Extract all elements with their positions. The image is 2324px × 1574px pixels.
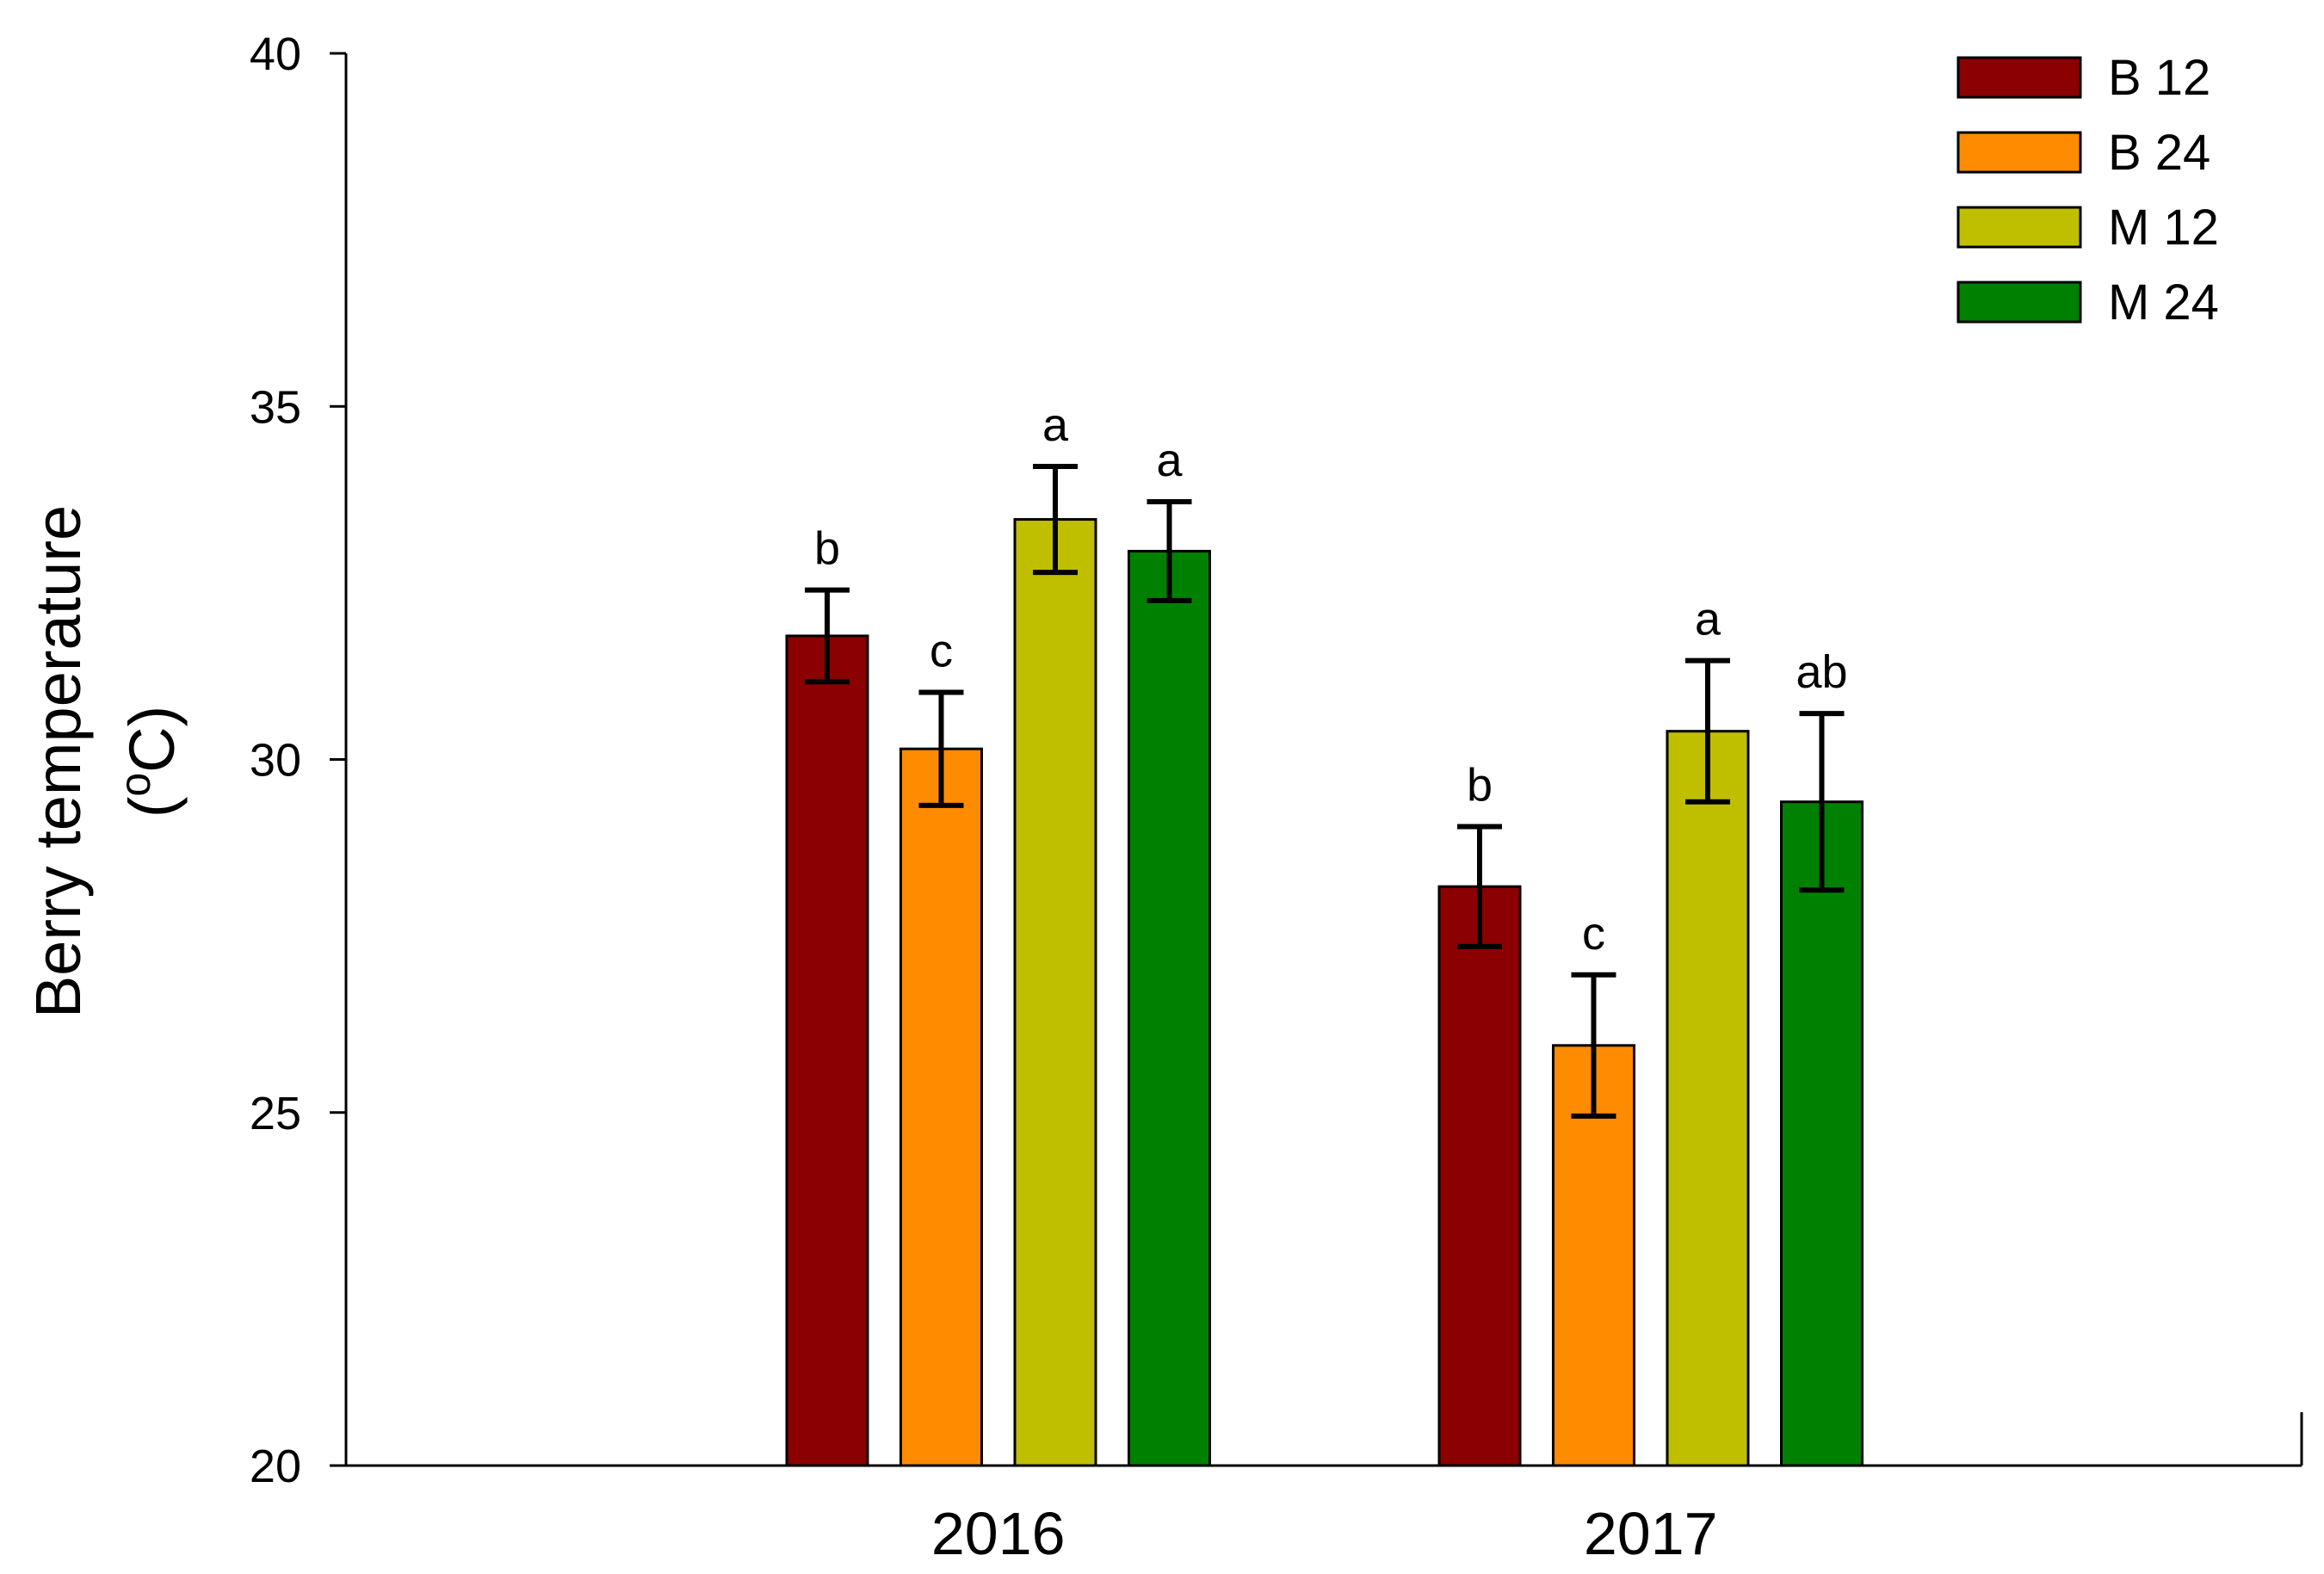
legend-swatch-m12: [1956, 206, 2082, 249]
bars: [785, 518, 1864, 1467]
sig-letter-2017-b12: b: [1467, 759, 1493, 811]
y-ticks: 20 25 30 35 40: [250, 28, 346, 1492]
y-axis-unit: (oC): [111, 706, 188, 818]
y-axis-unit-superscript: o: [111, 773, 159, 797]
legend-label-b24: B 24: [2108, 125, 2210, 181]
axes: [344, 53, 2303, 1467]
bar-2016-m12: [1013, 518, 1097, 1467]
y-axis-title: Berry temperature: [22, 505, 94, 1018]
error-bar-2017-m24: [1799, 711, 1845, 893]
sig-letter-2016-b12: b: [814, 523, 840, 575]
error-bar-2016-b12: [805, 587, 850, 685]
bar-2017-m12: [1666, 730, 1750, 1467]
x-category-labels: 2016 2017: [931, 1500, 1718, 1567]
bar-2017-m24: [1780, 800, 1864, 1467]
legend-swatch-m24: [1956, 281, 2082, 324]
legend-swatch-b24: [1956, 131, 2082, 174]
bar-2016-m24: [1128, 549, 1211, 1467]
legend-label-m12: M 12: [2108, 200, 2219, 256]
legend-item-b12: B 12: [1956, 50, 2210, 106]
legend: B 12 B 24 M 12 M 24: [1956, 50, 2219, 330]
legend-label-m24: M 24: [2108, 275, 2219, 330]
x-category-label-2017: 2017: [1584, 1500, 1718, 1567]
error-bar-2016-m12: [1033, 463, 1078, 576]
error-bar-2017-m12: [1685, 657, 1730, 805]
error-bar-2017-b24: [1571, 972, 1616, 1119]
y-tick-label-40: 40: [250, 28, 301, 80]
y-tick-label-20: 20: [250, 1441, 301, 1492]
x-category-label-2016: 2016: [931, 1500, 1066, 1567]
legend-item-b24: B 24: [1956, 125, 2210, 181]
bar-2017-b12: [1437, 885, 1522, 1467]
y-tick-label-25: 25: [250, 1088, 301, 1139]
sig-letter-2017-b24: c: [1582, 908, 1605, 960]
error-bars: [805, 463, 1845, 1119]
sig-letter-2016-b24: c: [930, 626, 953, 677]
error-bar-2016-b24: [918, 689, 964, 808]
bar-2016-b12: [785, 634, 869, 1467]
sig-letter-2017-m12: a: [1695, 594, 1721, 645]
sig-letter-2017-m24: ab: [1796, 646, 1847, 698]
legend-item-m24: M 24: [1956, 275, 2219, 330]
error-bar-2016-m24: [1147, 499, 1192, 603]
bar-2016-b24: [899, 747, 983, 1467]
legend-swatch-b12: [1956, 56, 2082, 99]
legend-label-b12: B 12: [2108, 50, 2210, 106]
sig-letter-2016-m24: a: [1156, 435, 1183, 486]
sig-letter-2016-m12: a: [1042, 399, 1069, 451]
y-tick-label-30: 30: [250, 735, 301, 787]
error-bar-2017-b12: [1457, 824, 1502, 949]
legend-item-m12: M 12: [1956, 200, 2219, 256]
y-tick-label-35: 35: [250, 381, 301, 433]
